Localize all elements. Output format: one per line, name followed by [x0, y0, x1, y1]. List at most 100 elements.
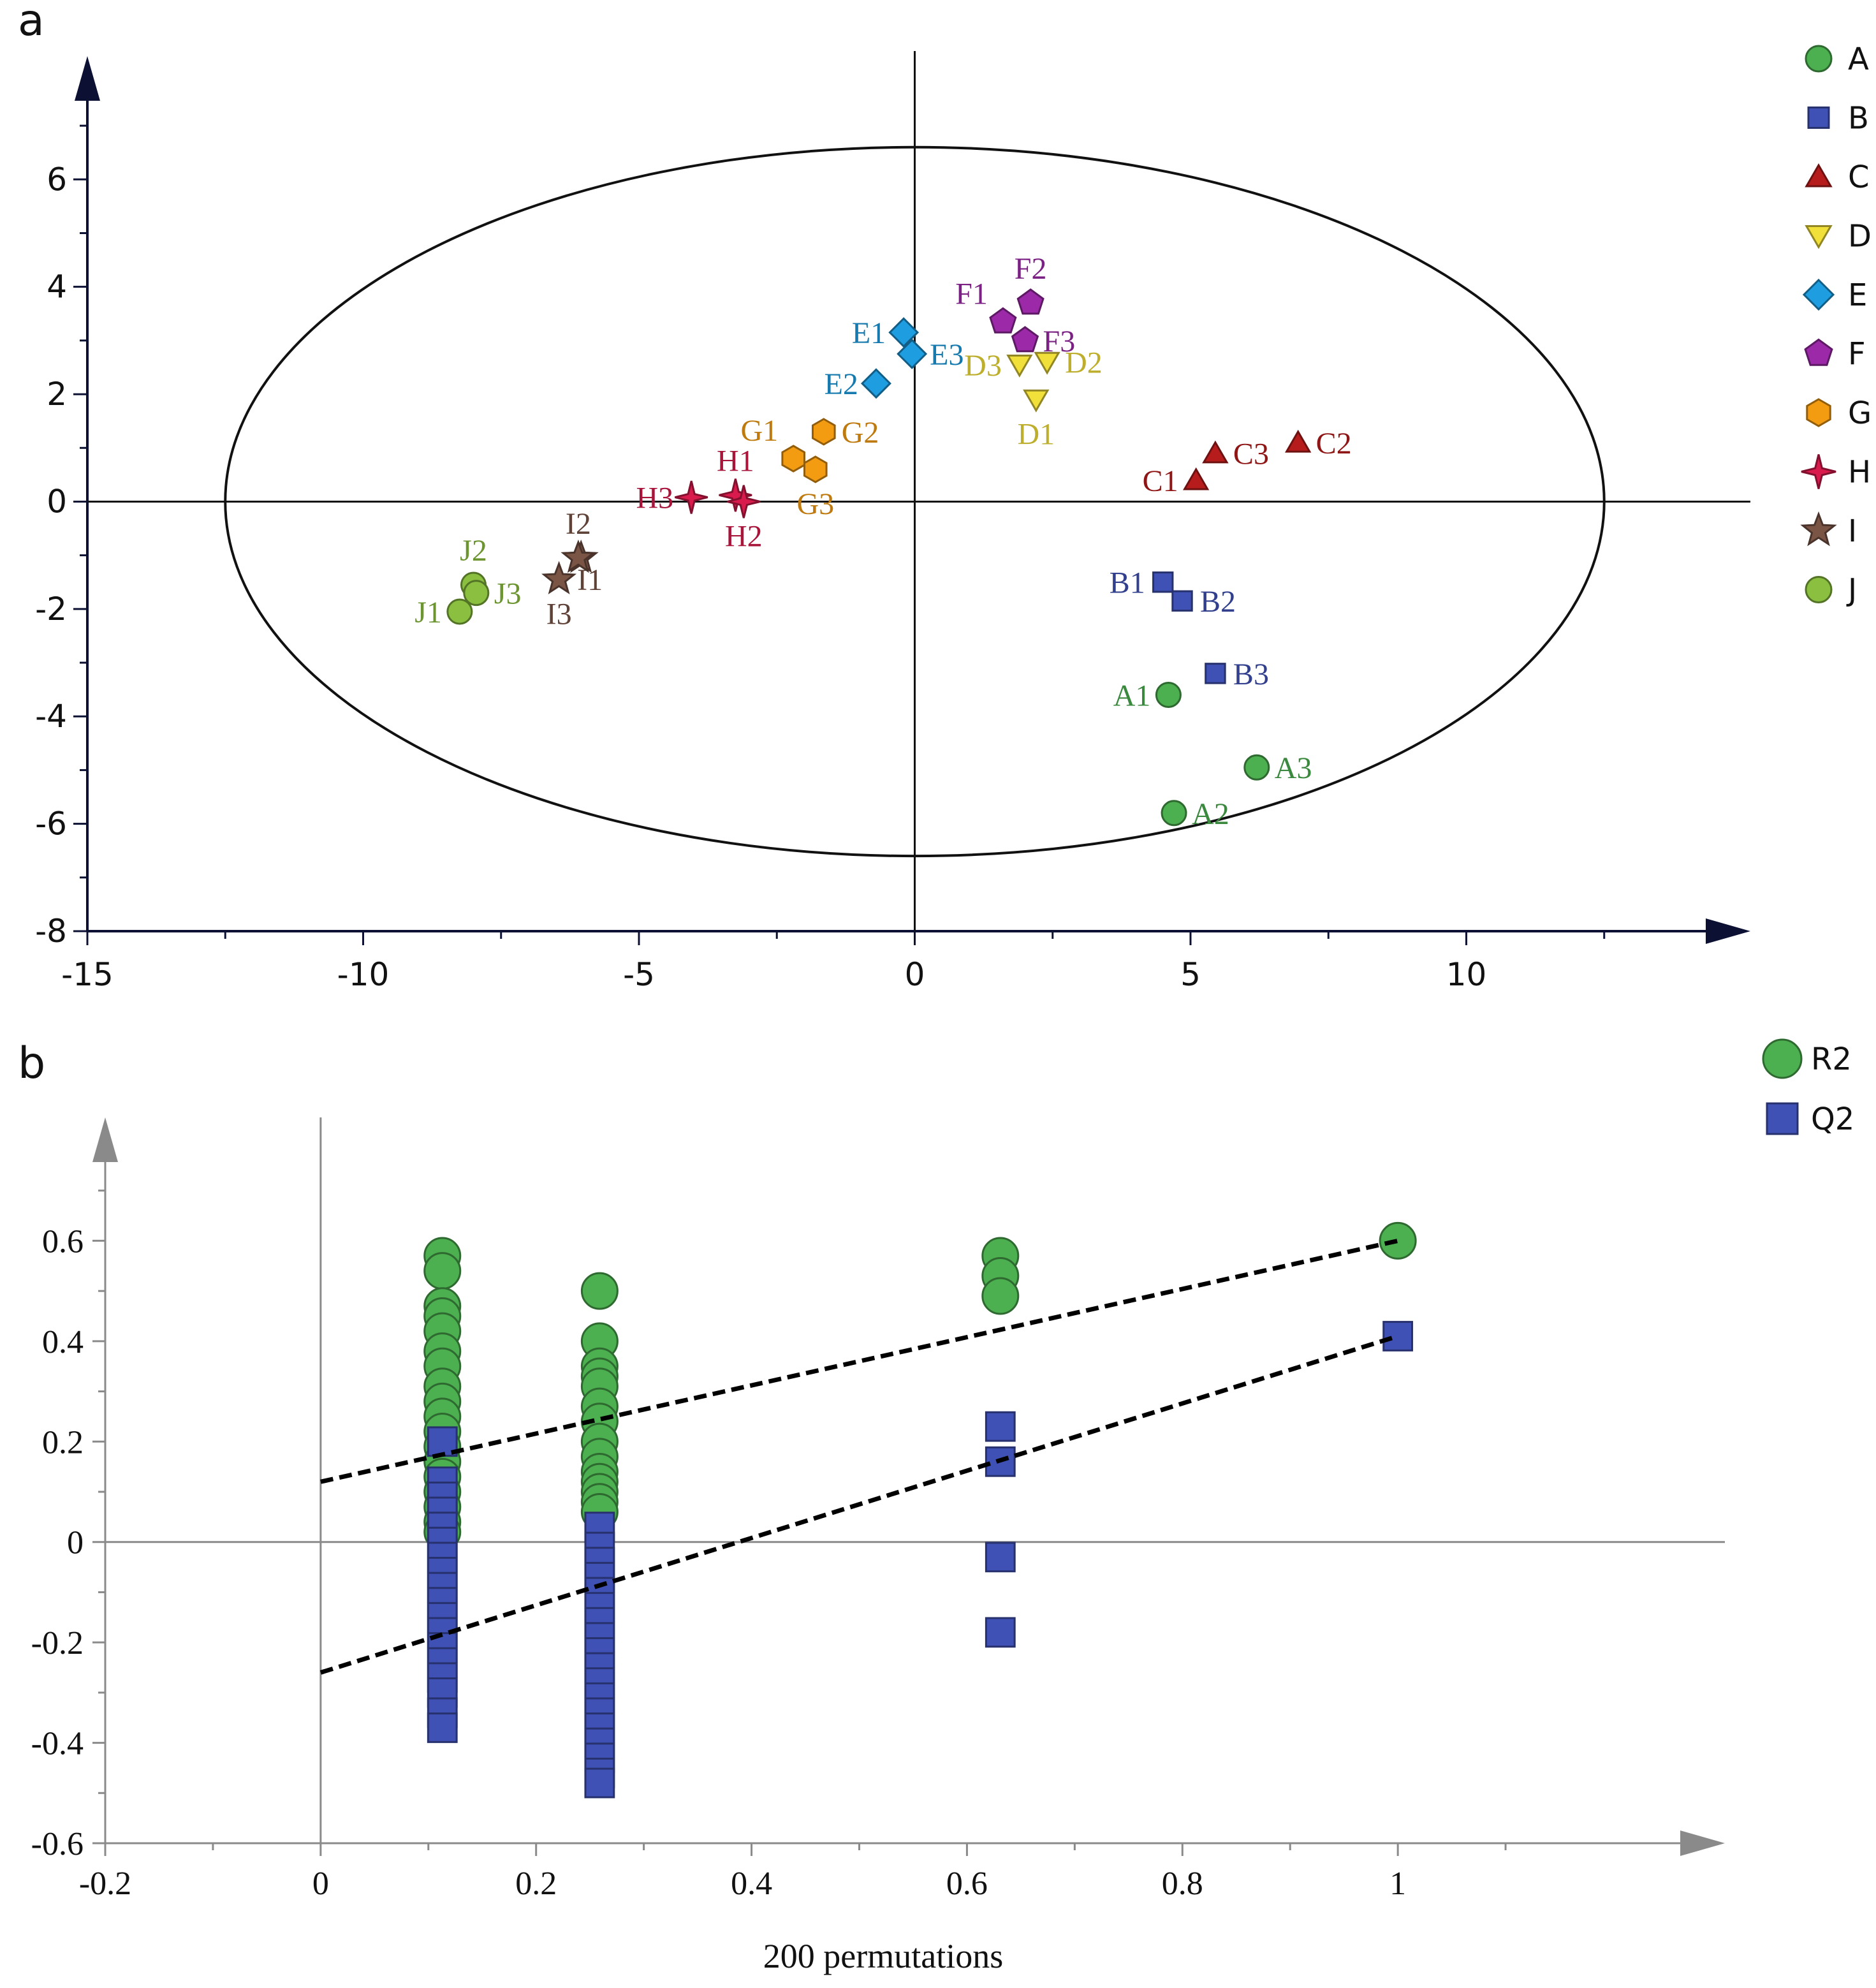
point-d2 [1034, 351, 1060, 375]
q2-point [985, 1411, 1016, 1442]
point-label-e3: E3 [930, 338, 964, 372]
point-h2 [727, 485, 761, 519]
x-tick-label: 5 [1180, 956, 1201, 993]
x-axis-title: 200 permutations [763, 1937, 1003, 1975]
q2-regression-line [319, 1334, 1399, 1675]
point-f1 [989, 307, 1017, 334]
point-h3 [675, 480, 708, 514]
x-tick-label: -10 [337, 956, 390, 993]
legend-marker-r2 [1762, 1038, 1803, 1079]
x-tick-label: -5 [623, 956, 655, 993]
point-g2 [812, 418, 836, 446]
x-tick-label: 0.6 [946, 1866, 988, 1902]
point-a1 [1155, 682, 1182, 709]
point-label-b2: B2 [1200, 585, 1236, 619]
x-tick-label: 0.2 [515, 1866, 557, 1902]
point-e1 [888, 317, 920, 348]
legend-label-f: F [1848, 337, 1866, 372]
q2-point [427, 1712, 458, 1743]
point-label-j3: J3 [494, 577, 522, 611]
y-tick-label: 0 [47, 483, 67, 520]
x-tick-label: -0.2 [79, 1866, 131, 1902]
point-c3 [1202, 440, 1229, 464]
x-tick-label: -15 [61, 956, 114, 993]
point-label-h2: H2 [725, 519, 763, 553]
point-label-d3: D3 [964, 349, 1002, 383]
panel-b-permutation-plot: -0.2 0 0.2 0.4 0.6 0.8 1 -0.6 -0.4 -0.2 0 0.2 0.4 0.6… [31, 1117, 1725, 1975]
y-tick-label: 2 [47, 376, 67, 413]
y-tick-label: -0.2 [31, 1625, 84, 1661]
point-d3 [1006, 355, 1033, 378]
point-b1 [1152, 571, 1174, 593]
y-tick-label: 0.6 [42, 1223, 84, 1260]
point-a2 [1161, 800, 1187, 827]
x-tick-label: 10 [1446, 956, 1487, 993]
point-label-a1: A1 [1113, 679, 1151, 713]
legend-label-j: J [1846, 573, 1857, 608]
legend-label-g: G [1848, 395, 1872, 431]
point-label-h1: H1 [717, 444, 754, 478]
point-b2 [1171, 590, 1193, 612]
point-c2 [1285, 429, 1312, 453]
point-j3 [463, 580, 490, 607]
legend-label-h: H [1848, 455, 1871, 490]
point-label-g1: G1 [741, 414, 779, 448]
y-tick-label: 4 [47, 269, 67, 306]
x-tick-label: 1 [1389, 1866, 1406, 1902]
panel-a-scatter: -15 -10 -5 0 5 10 -8 -6 -4 -2 0 2 4 6 A1 A2 A3 B1 B2 B3 C1 C2… [35, 51, 1750, 993]
point-label-b3: B3 [1233, 658, 1269, 691]
legend-marker-g [1806, 398, 1831, 427]
hotelling-ellipse [224, 145, 1606, 858]
point-label-e2: E2 [824, 367, 858, 401]
point-j1 [446, 598, 473, 625]
r2-point [423, 1252, 462, 1290]
panel-label-b: b [18, 1038, 45, 1089]
point-label-f2: F2 [1015, 252, 1047, 286]
point-g3 [803, 455, 828, 483]
x-axis-arrow [1680, 1830, 1725, 1856]
legend-label-i: I [1848, 513, 1857, 549]
legend-label-e: E [1848, 277, 1867, 313]
point-label-i1: I1 [577, 563, 603, 597]
legend-marker-j [1805, 576, 1833, 603]
point-label-h3: H3 [636, 482, 674, 515]
point-e2 [860, 368, 891, 399]
point-e3 [897, 338, 928, 369]
y-tick-label: -6 [35, 806, 67, 843]
x-tick-label: 0.8 [1162, 1866, 1203, 1902]
legend-marker-q2 [1766, 1102, 1799, 1135]
q2-point [985, 1617, 1016, 1648]
point-label-j1: J1 [414, 596, 442, 630]
y-tick-label: -0.6 [31, 1826, 84, 1862]
y-tick-label: 0 [67, 1525, 84, 1561]
x-tick-label: 0.4 [731, 1866, 772, 1902]
r2-regression-line [320, 1239, 1398, 1484]
point-label-b1: B1 [1110, 566, 1145, 600]
point-a3 [1243, 754, 1270, 781]
x-axis-arrow [1706, 918, 1750, 944]
point-label-f1: F1 [955, 277, 988, 311]
legend-marker-h [1801, 454, 1836, 489]
panel-b-legend: R2 Q2 [1762, 1038, 1854, 1137]
point-g1 [781, 445, 805, 473]
q2-point [985, 1542, 1016, 1573]
point-label-a3: A3 [1275, 751, 1312, 785]
point-label-g2: G2 [842, 416, 879, 450]
legend-label-a: A [1848, 41, 1869, 77]
legend-marker-c [1805, 163, 1833, 188]
legend-marker-e [1802, 278, 1835, 311]
point-label-c1: C1 [1143, 464, 1178, 498]
point-f3 [1011, 326, 1039, 353]
legend-marker-b [1807, 107, 1830, 129]
point-b3 [1205, 663, 1226, 684]
r2-point [580, 1272, 619, 1310]
point-d1 [1023, 389, 1050, 413]
legend-label-b: B [1848, 101, 1869, 136]
y-tick-label: -0.4 [31, 1726, 84, 1762]
point-f2 [1016, 288, 1044, 315]
x-tick-label: 0 [905, 956, 925, 993]
legend-marker-i [1800, 511, 1837, 547]
point-i3 [541, 561, 577, 594]
